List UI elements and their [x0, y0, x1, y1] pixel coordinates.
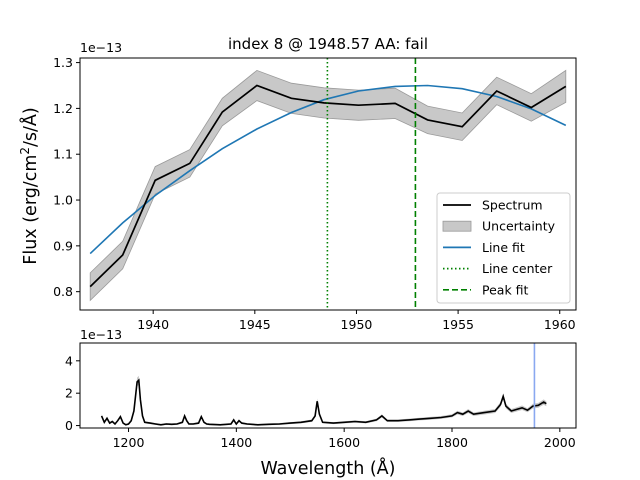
top-plot-area: 1940 1945 1950 1955 1960 0.8 0.9 1.0 1.1 1.2 1.3	[53, 55, 577, 332]
bottom-x-tick-label: 1200	[113, 435, 145, 450]
top-x-tick-label: 1955	[442, 317, 474, 332]
top-y-tick-label: 1.1	[53, 147, 73, 162]
top-x-tick-label: 1945	[239, 317, 271, 332]
uncertainty-band	[89, 69, 567, 302]
full-spectrum-line	[100, 378, 547, 426]
top-series-group	[89, 69, 567, 302]
legend-label: Peak fit	[482, 282, 529, 297]
top-axes-frame	[79, 57, 577, 311]
top-y-tick-label: 0.9	[53, 238, 73, 253]
top-x-tick-label: 1940	[137, 317, 169, 332]
bottom-x-axis-label: Wavelength (Å)	[260, 457, 395, 479]
bottom-x-tick-label: 1400	[220, 435, 252, 450]
top-y-axis-label: Flux (erg/cm2/s/Å)	[18, 107, 41, 264]
bottom-x-tick-label: 2000	[544, 435, 576, 450]
legend-label: Line center	[482, 261, 553, 276]
top-x-tick-label: 1950	[341, 317, 373, 332]
bottom-y-scale-label: 1e−13	[80, 327, 122, 342]
bottom-x-tick-label: 1600	[328, 435, 360, 450]
top-chart-title: index 8 @ 1948.57 AA: fail	[228, 35, 428, 53]
legend-label: Spectrum	[482, 198, 543, 213]
top-y-tick-label: 1.3	[53, 55, 73, 70]
top-y-tick-label: 1.0	[53, 193, 73, 208]
line-fit-curve	[89, 84, 567, 255]
legend: Spectrum Uncertainty Line fit Line center Pe…	[436, 192, 571, 304]
legend-label: Uncertainty	[482, 219, 556, 234]
top-x-tick-label: 1960	[544, 317, 576, 332]
bottom-x-tick-label: 1800	[436, 435, 468, 450]
top-y-tick-label: 0.8	[53, 284, 73, 299]
bottom-series-group	[100, 375, 547, 426]
legend-box	[436, 192, 571, 304]
bottom-axes-frame	[79, 342, 577, 429]
bottom-plot-area: 1200 1400 1600 1800 2000 0 2 4	[65, 342, 577, 450]
spectrum-line	[89, 84, 567, 288]
bottom-y-tick-label: 0	[65, 418, 73, 433]
bottom-y-tick-label: 4	[65, 353, 73, 368]
bottom-y-tick-label: 2	[65, 386, 73, 401]
legend-swatch-uncertainty	[442, 220, 472, 232]
legend-label: Line fit	[482, 240, 525, 255]
bottom-uncertainty-band	[101, 375, 547, 426]
top-y-scale-label: 1e−13	[80, 40, 122, 55]
top-y-tick-label: 1.2	[53, 101, 73, 116]
